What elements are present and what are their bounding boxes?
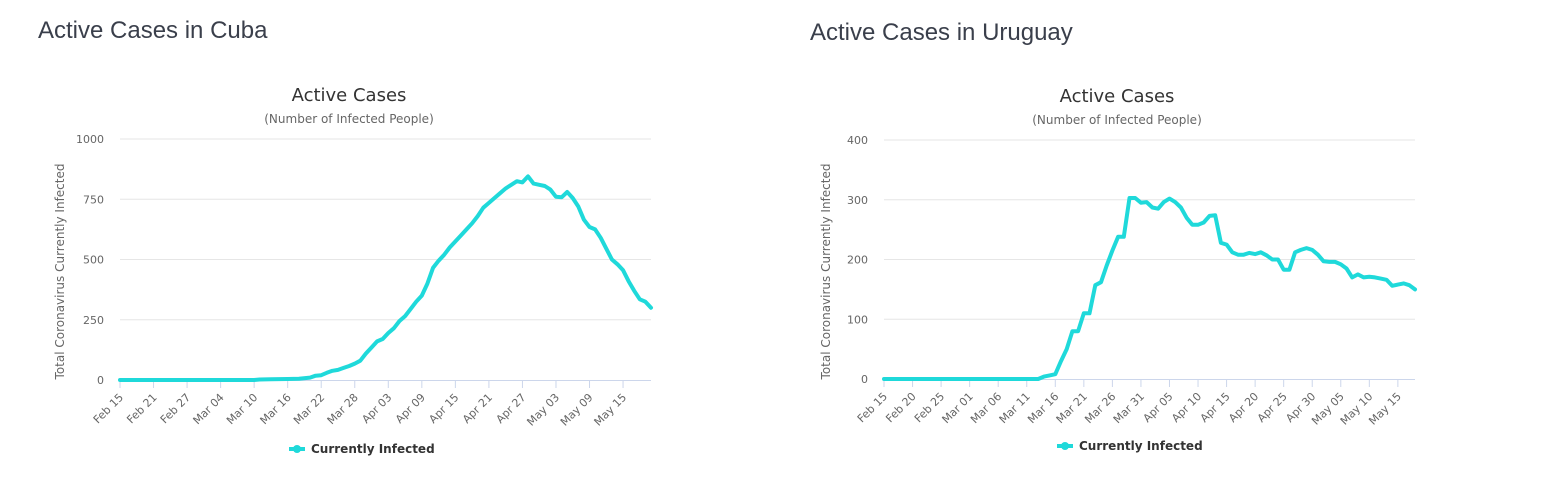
chart-subtitle: (Number of Infected People) [1032, 113, 1202, 127]
chart-title: Active Cases [1060, 86, 1175, 107]
x-tick-label: Mar 16 [258, 391, 294, 427]
chart-subtitle: (Number of Infected People) [264, 112, 434, 126]
x-tick-label: Apr 15 [1198, 390, 1233, 425]
x-tick-label: Mar 01 [940, 390, 976, 426]
x-tick-label: Mar 06 [968, 390, 1004, 426]
x-tick-label: Apr 20 [1226, 390, 1261, 425]
page-title-cuba: Active Cases in Cuba [38, 17, 268, 44]
x-tick-label: Apr 05 [1141, 390, 1176, 425]
chart-title: Active Cases [292, 85, 407, 106]
x-tick-label: Mar 16 [1025, 390, 1061, 426]
x-tick-label: Feb 15 [91, 391, 126, 426]
x-tick-label: Apr 15 [426, 391, 461, 426]
legend-label: Currently Infected [1079, 439, 1203, 453]
x-tick-label: Feb 15 [855, 390, 890, 425]
x-tick-label: Mar 22 [291, 391, 327, 427]
x-tick-label: Apr 09 [393, 391, 428, 426]
x-tick-label: Mar 10 [224, 391, 260, 427]
series-line-currently-infected [118, 174, 653, 382]
legend-marker-icon [293, 445, 301, 453]
x-tick-label: May 15 [592, 391, 630, 429]
x-tick-label: Apr 10 [1169, 390, 1204, 425]
x-tick-label: May 15 [1366, 390, 1404, 428]
uruguay-active-cases-chart: Active Cases (Number of Infected People) 0… [819, 86, 1417, 453]
y-axis-label: Total Coronavirus Currently Infected [819, 164, 833, 381]
y-tick-label: 500 [83, 254, 104, 267]
uruguay-panel: Active Cases in Uruguay Active Cases (Num… [772, 0, 1542, 495]
page-title-uruguay: Active Cases in Uruguay [810, 19, 1073, 46]
y-tick-label: 400 [847, 134, 868, 147]
x-tick-label: Mar 21 [1054, 390, 1090, 426]
x-tick-label: Mar 26 [1082, 390, 1118, 426]
x-tick-label: May 09 [558, 391, 596, 429]
x-tick-label: Feb 21 [124, 391, 159, 426]
x-tick-label: Mar 04 [190, 391, 226, 427]
y-tick-label: 0 [861, 373, 868, 386]
x-tick-label: Feb 27 [158, 391, 193, 426]
x-tick-label: Mar 11 [997, 390, 1033, 426]
x-tick-label: Mar 31 [1111, 390, 1147, 426]
series-line-currently-infected [882, 196, 1417, 381]
y-tick-label: 0 [97, 374, 104, 387]
y-axis-label: Total Coronavirus Currently Infected [53, 164, 67, 381]
cuba-active-cases-chart: Active Cases (Number of Infected People) 0… [53, 85, 653, 456]
y-tick-label: 1000 [76, 133, 104, 146]
x-tick-label: Apr 21 [460, 391, 495, 426]
y-tick-label: 750 [83, 193, 104, 206]
legend-item-currently-infected[interactable]: Currently Infected [289, 442, 435, 456]
x-tick-label: Apr 27 [494, 391, 529, 426]
y-tick-label: 100 [847, 313, 868, 326]
cuba-panel: Active Cases in Cuba Active Cases (Number… [0, 0, 770, 495]
legend-item-currently-infected[interactable]: Currently Infected [1057, 439, 1203, 453]
y-tick-label: 300 [847, 194, 868, 207]
y-tick-label: 200 [847, 254, 868, 267]
x-tick-label: Feb 20 [883, 390, 918, 425]
y-tick-label: 250 [83, 314, 104, 327]
x-tick-label: Mar 28 [325, 391, 361, 427]
x-tick-label: Apr 03 [359, 391, 394, 426]
x-tick-label: Apr 25 [1255, 390, 1290, 425]
legend-label: Currently Infected [311, 442, 435, 456]
x-tick-label: May 03 [524, 391, 562, 429]
legend-marker-icon [1061, 442, 1069, 450]
